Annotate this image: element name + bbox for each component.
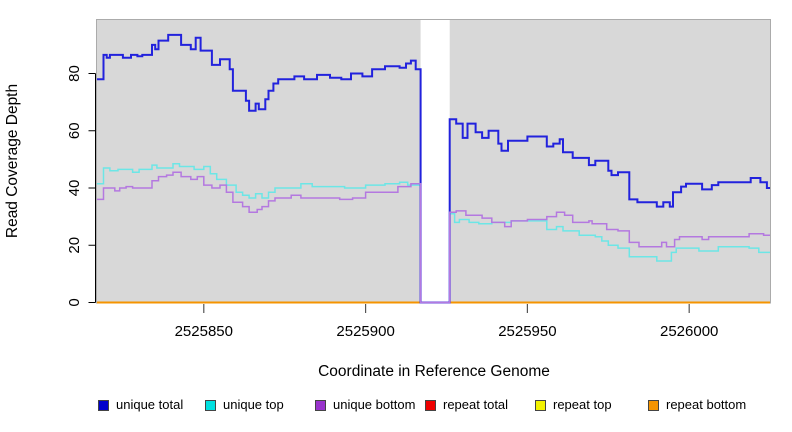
legend-swatch	[535, 399, 546, 411]
x-tick-label: 2526000	[660, 323, 718, 340]
legend-label: unique top	[223, 397, 284, 412]
legend-label: repeat total	[443, 397, 509, 412]
legend-swatch	[98, 399, 109, 411]
legend-item-unique-top: unique top	[205, 397, 284, 413]
y-tick-label: 80	[66, 65, 83, 82]
y-axis-title: Read Coverage Depth	[4, 84, 21, 238]
series-line-unique-total	[97, 33, 771, 304]
legend-item-repeat-total: repeat total	[425, 397, 508, 413]
x-tick-label: 2525850	[175, 323, 233, 340]
legend-label: unique total	[116, 397, 184, 412]
legend-item-repeat-top: repeat top	[535, 397, 612, 413]
y-tick-label: 20	[66, 237, 83, 254]
legend-label: unique bottom	[333, 397, 416, 412]
legend: unique total unique top unique bottom repea…	[0, 397, 792, 419]
gap-region	[420, 20, 450, 304]
legend-swatch	[205, 399, 216, 411]
x-tick-label: 2525900	[336, 323, 394, 340]
legend-label: repeat bottom	[666, 397, 747, 412]
series-line-unique-top	[97, 162, 771, 304]
y-tick-label: 0	[66, 298, 83, 306]
y-tick-label: 40	[66, 180, 83, 197]
legend-item-repeat-bottom: repeat bottom	[648, 397, 746, 413]
legend-swatch	[315, 399, 326, 411]
legend-swatch	[648, 399, 659, 411]
x-tick-label: 2525950	[498, 323, 556, 340]
legend-item-unique-bottom: unique bottom	[315, 397, 415, 413]
y-tick-label: 60	[66, 122, 83, 139]
legend-swatch	[425, 399, 436, 411]
series-line-unique-bottom	[97, 171, 771, 304]
panel-border	[96, 19, 771, 304]
legend-label: repeat top	[553, 397, 612, 412]
legend-item-unique-total: unique total	[98, 397, 183, 413]
x-axis-title: Coordinate in Reference Genome	[318, 363, 550, 380]
